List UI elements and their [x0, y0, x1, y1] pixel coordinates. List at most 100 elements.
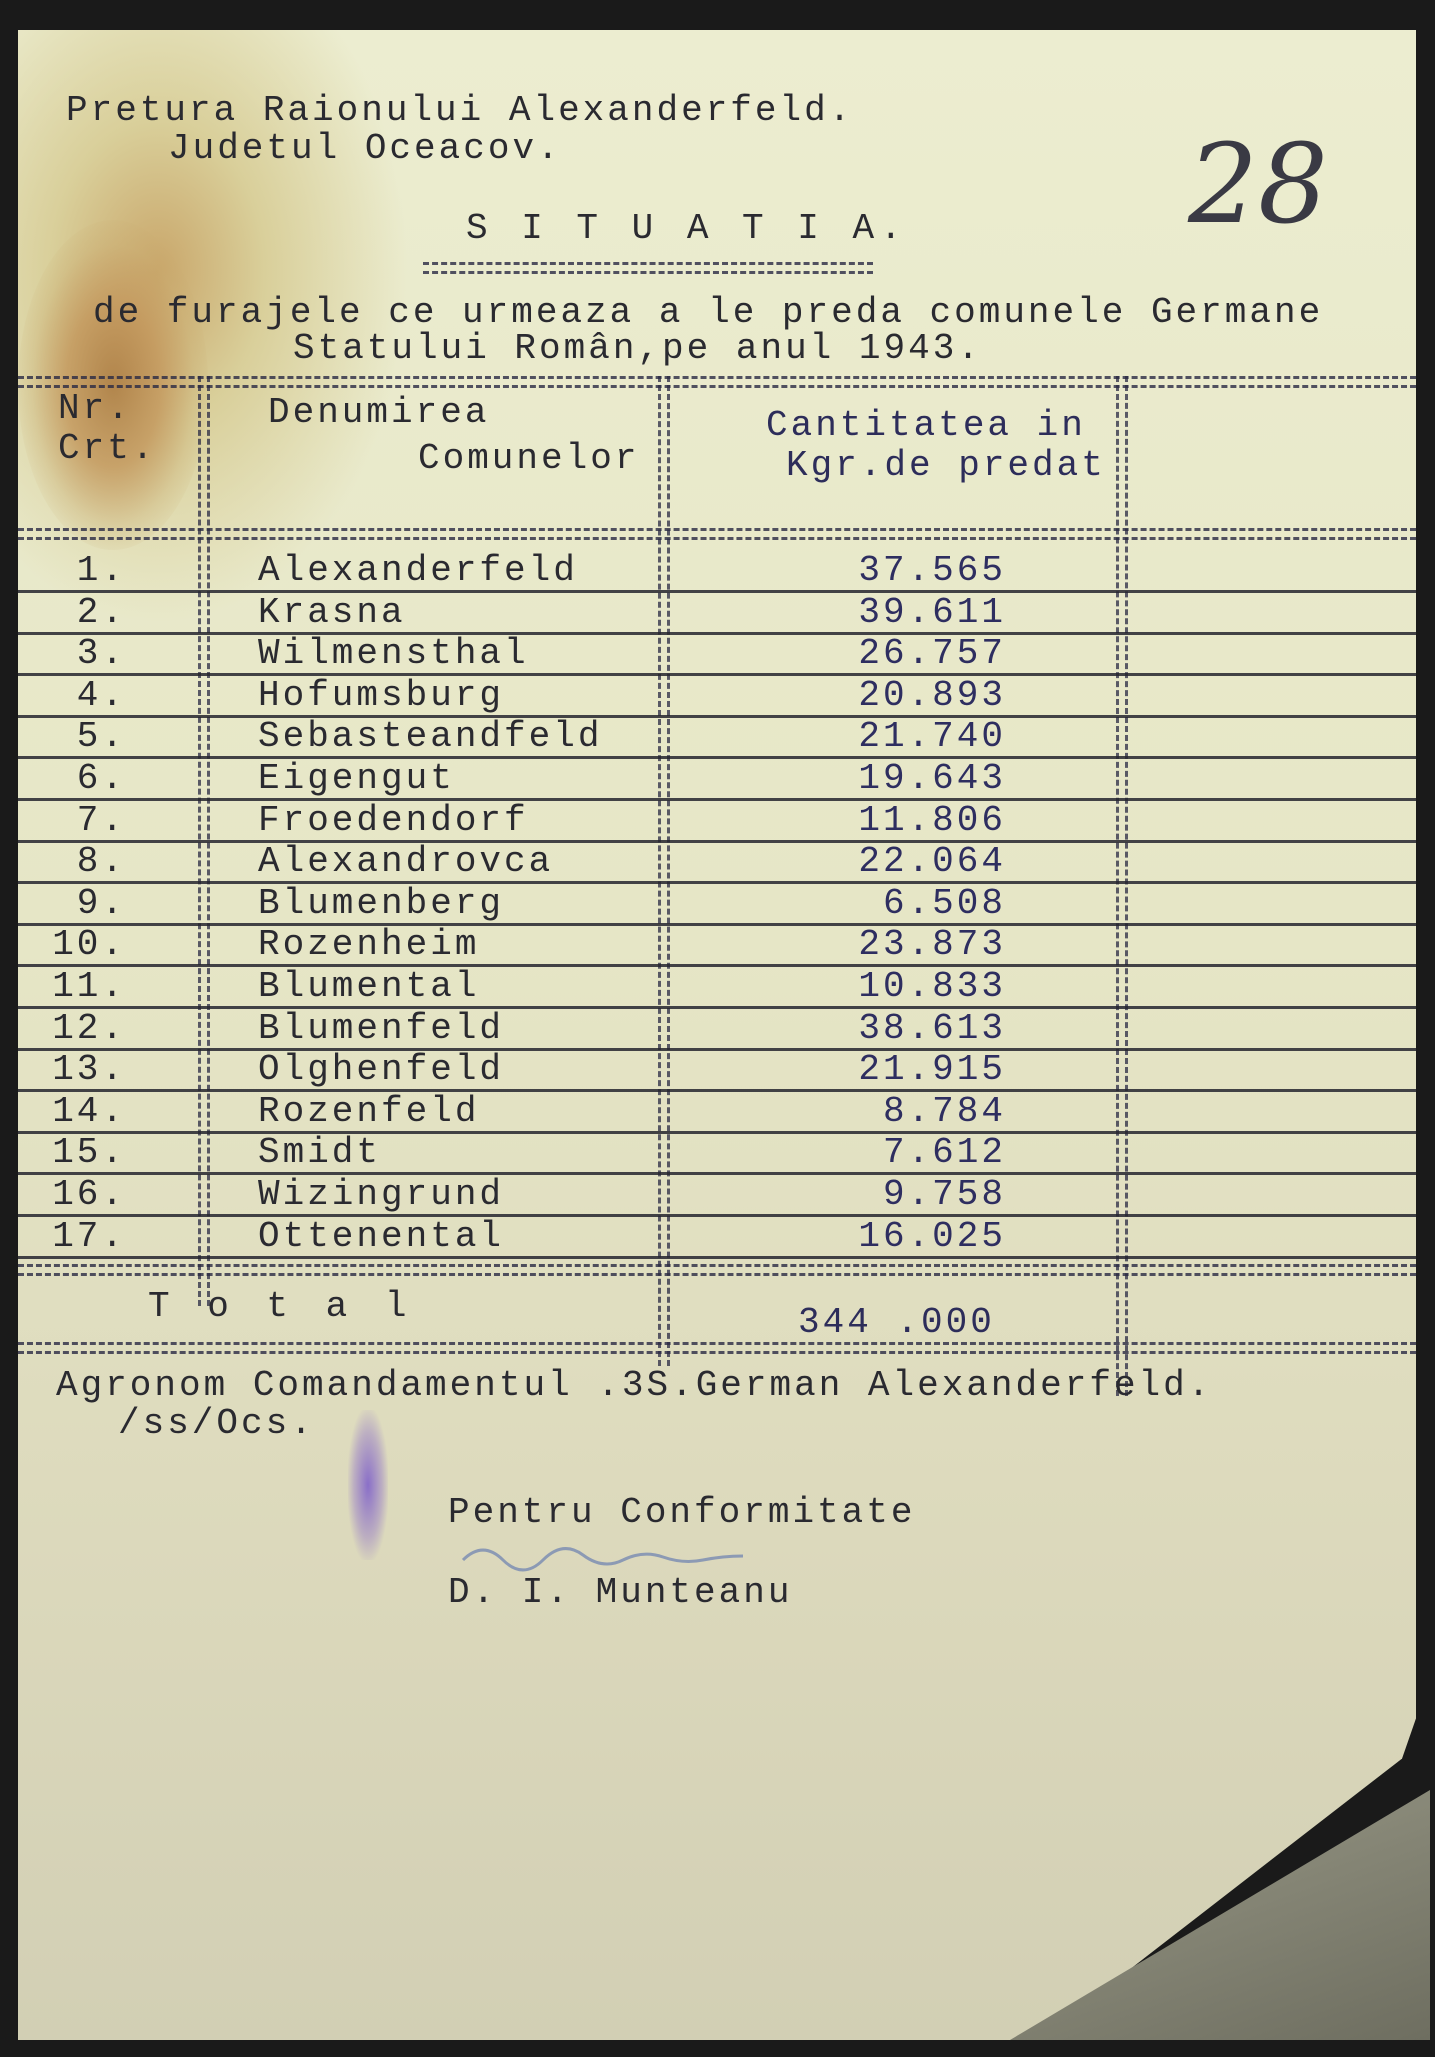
header-no-line-1: Nr.	[58, 388, 132, 429]
row-rule	[18, 756, 1416, 760]
row-number: 7.	[76, 799, 126, 841]
title-underline	[423, 262, 873, 274]
commune-name: Alexanderfeld	[258, 550, 578, 591]
commune-name: Wilmensthal	[258, 633, 529, 675]
column-divider	[658, 376, 670, 1366]
header-qty-line-2: Kgr.de predat	[786, 445, 1106, 486]
row-number: 1.	[76, 550, 126, 591]
quantity-kg: 26.757	[858, 633, 1006, 675]
subtitle-line-2: Statului Român,pe anul 1943.	[293, 328, 982, 369]
document-page: Pretura Raionului Alexanderfeld. Judetul…	[18, 30, 1416, 2040]
table-row: 1. Alexanderfeld 37.565	[18, 550, 1416, 592]
commune-name: Sebasteandfeld	[258, 716, 603, 758]
commune-name: Blumenberg	[258, 882, 505, 924]
row-number: 13.	[52, 1049, 126, 1091]
row-rule	[18, 964, 1416, 968]
quantity-kg: 38.613	[858, 1007, 1006, 1049]
row-rule	[18, 714, 1416, 718]
handwritten-signature	[461, 1547, 744, 1572]
table-row: 11. Blumental 10.833	[18, 966, 1416, 1008]
table-top-border	[18, 376, 1416, 388]
conformity-label: Pentru Conformitate	[448, 1492, 916, 1533]
table-row: 10. Rozenheim 23.873	[18, 924, 1416, 966]
table-row: 7. Froedendorf 11.806	[18, 800, 1416, 842]
row-rule	[18, 881, 1416, 885]
table-row: 2. Krasna 39.611	[18, 592, 1416, 634]
table-row: 14. Rozenfeld 8.784	[18, 1091, 1416, 1133]
row-number: 17.	[52, 1215, 126, 1257]
county-line: Judetul Oceacov.	[168, 128, 562, 169]
handwritten-page-number: 28	[1188, 120, 1328, 248]
table-row: 3. Wilmensthal 26.757	[18, 633, 1416, 675]
commune-name: Alexandrovca	[258, 841, 554, 883]
table-row: 15. Smidt 7.612	[18, 1132, 1416, 1174]
subtitle-line-1: de furajele ce urmeaza a le preda comune…	[93, 292, 1324, 333]
quantity-kg: 20.893	[858, 674, 1006, 716]
header-qty-line-1: Cantitatea in	[766, 405, 1086, 446]
row-number: 16.	[52, 1174, 126, 1215]
quantity-kg: 21.915	[858, 1049, 1006, 1091]
row-rule	[18, 839, 1416, 843]
commune-name: Rozenheim	[258, 924, 480, 966]
commune-name: Rozenfeld	[258, 1090, 480, 1132]
row-number: 3.	[76, 633, 126, 675]
row-rule	[18, 590, 1416, 593]
commune-name: Ottenental	[258, 1215, 505, 1257]
table-body-border	[18, 1264, 1416, 1276]
row-rule	[18, 1089, 1416, 1093]
row-rule	[18, 1255, 1416, 1259]
commune-name: Hofumsburg	[258, 674, 505, 716]
row-number: 10.	[52, 924, 126, 966]
quantity-kg: 10.833	[858, 966, 1006, 1007]
quantity-kg: 16.025	[858, 1215, 1006, 1257]
quantity-kg: 21.740	[858, 716, 1006, 758]
row-number: 8.	[76, 841, 126, 883]
table-row: 6. Eigengut 19.643	[18, 758, 1416, 800]
quantity-kg: 39.611	[858, 591, 1006, 633]
row-number: 6.	[76, 758, 126, 799]
row-rule	[18, 1130, 1416, 1134]
agronomist-line: Agronom Comandamentul .3S.German Alexand…	[56, 1365, 1213, 1406]
row-rule	[18, 1006, 1416, 1009]
quantity-kg: 8.784	[882, 1090, 1006, 1132]
total-value: 344 .000	[798, 1302, 995, 1343]
row-rule	[18, 798, 1416, 801]
row-number: 15.	[52, 1132, 126, 1174]
row-number: 11.	[52, 966, 126, 1007]
commune-name: Blumental	[258, 966, 480, 1007]
quantity-kg: 7.612	[882, 1132, 1006, 1174]
column-divider	[1116, 376, 1128, 1396]
row-number: 14.	[52, 1090, 126, 1132]
table-row: 5. Sebasteandfeld 21.740	[18, 716, 1416, 758]
row-number: 9.	[76, 882, 126, 924]
quantity-kg: 19.643	[858, 758, 1006, 799]
quantity-kg: 9.758	[882, 1174, 1006, 1215]
row-rule	[18, 1214, 1416, 1217]
commune-name: Wizingrund	[258, 1174, 505, 1215]
table-row: 13. Olghenfeld 21.915	[18, 1049, 1416, 1091]
quantity-kg: 22.064	[858, 841, 1006, 883]
commune-name: Blumenfeld	[258, 1007, 505, 1049]
table-bottom-border	[18, 1342, 1416, 1354]
table-row: 16. Wizingrund 9.758	[18, 1174, 1416, 1216]
quantity-kg: 6.508	[882, 882, 1006, 924]
row-rule	[18, 1172, 1416, 1176]
table-row: 17. Ottenental 16.025	[18, 1216, 1416, 1258]
quantity-kg: 23.873	[858, 924, 1006, 966]
table-row: 4. Hofumsburg 20.893	[18, 675, 1416, 717]
table-row: 12. Blumenfeld 38.613	[18, 1008, 1416, 1050]
signature-mark: /ss/Ocs.	[118, 1403, 315, 1444]
quantity-kg: 37.565	[858, 550, 1006, 591]
table-row: 9. Blumenberg 6.508	[18, 883, 1416, 925]
total-label: T o t a l	[148, 1286, 415, 1327]
row-rule	[18, 922, 1416, 926]
header-name-line-2: Comunelor	[418, 438, 640, 479]
row-number: 2.	[76, 591, 126, 633]
header-no-line-2: Crt.	[58, 428, 157, 469]
stamp-mark	[348, 1410, 388, 1560]
document-title: S I T U A T I A.	[466, 208, 908, 249]
row-rule	[18, 1047, 1416, 1051]
commune-name: Olghenfeld	[258, 1049, 505, 1091]
row-number: 12.	[52, 1007, 126, 1049]
row-number: 4.	[76, 674, 126, 716]
